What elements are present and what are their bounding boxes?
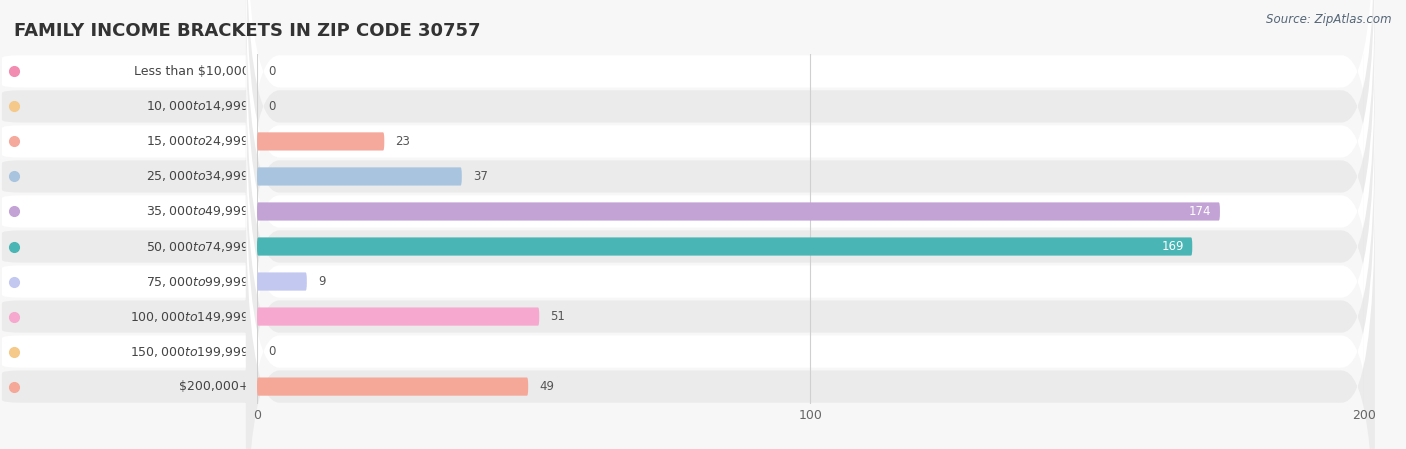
FancyBboxPatch shape — [1, 195, 269, 228]
FancyBboxPatch shape — [1, 55, 269, 88]
FancyBboxPatch shape — [1, 160, 269, 193]
Text: 23: 23 — [395, 135, 411, 148]
FancyBboxPatch shape — [257, 167, 461, 185]
Text: $35,000 to $49,999: $35,000 to $49,999 — [146, 204, 250, 219]
FancyBboxPatch shape — [246, 18, 1375, 405]
Text: $100,000 to $149,999: $100,000 to $149,999 — [131, 309, 250, 324]
FancyBboxPatch shape — [246, 0, 1375, 300]
Text: 9: 9 — [318, 275, 325, 288]
Text: Less than $10,000: Less than $10,000 — [134, 65, 250, 78]
Text: 169: 169 — [1161, 240, 1184, 253]
Text: $150,000 to $199,999: $150,000 to $199,999 — [131, 344, 250, 359]
Text: 37: 37 — [472, 170, 488, 183]
Text: $15,000 to $24,999: $15,000 to $24,999 — [146, 134, 250, 149]
FancyBboxPatch shape — [246, 0, 1375, 370]
FancyBboxPatch shape — [257, 202, 1220, 220]
Text: 0: 0 — [269, 345, 276, 358]
FancyBboxPatch shape — [1, 230, 269, 263]
FancyBboxPatch shape — [246, 123, 1375, 449]
FancyBboxPatch shape — [1, 125, 269, 158]
Text: $75,000 to $99,999: $75,000 to $99,999 — [146, 274, 250, 289]
Text: $25,000 to $34,999: $25,000 to $34,999 — [146, 169, 250, 184]
FancyBboxPatch shape — [257, 308, 540, 326]
FancyBboxPatch shape — [246, 0, 1375, 335]
FancyBboxPatch shape — [1, 90, 269, 123]
FancyBboxPatch shape — [257, 273, 307, 291]
FancyBboxPatch shape — [257, 132, 384, 150]
FancyBboxPatch shape — [1, 370, 269, 403]
Text: Source: ZipAtlas.com: Source: ZipAtlas.com — [1267, 13, 1392, 26]
Text: FAMILY INCOME BRACKETS IN ZIP CODE 30757: FAMILY INCOME BRACKETS IN ZIP CODE 30757 — [14, 22, 481, 40]
FancyBboxPatch shape — [246, 158, 1375, 449]
Text: $10,000 to $14,999: $10,000 to $14,999 — [146, 99, 250, 114]
FancyBboxPatch shape — [246, 88, 1375, 449]
Text: 174: 174 — [1189, 205, 1212, 218]
Text: $200,000+: $200,000+ — [179, 380, 250, 393]
FancyBboxPatch shape — [246, 193, 1375, 449]
Text: $50,000 to $74,999: $50,000 to $74,999 — [146, 239, 250, 254]
FancyBboxPatch shape — [1, 335, 269, 368]
Text: 0: 0 — [269, 100, 276, 113]
FancyBboxPatch shape — [257, 378, 529, 396]
Text: 49: 49 — [540, 380, 554, 393]
FancyBboxPatch shape — [246, 53, 1375, 440]
FancyBboxPatch shape — [257, 238, 1192, 255]
Text: 0: 0 — [269, 65, 276, 78]
FancyBboxPatch shape — [246, 0, 1375, 265]
FancyBboxPatch shape — [1, 300, 269, 333]
Text: 51: 51 — [550, 310, 565, 323]
FancyBboxPatch shape — [1, 265, 269, 298]
